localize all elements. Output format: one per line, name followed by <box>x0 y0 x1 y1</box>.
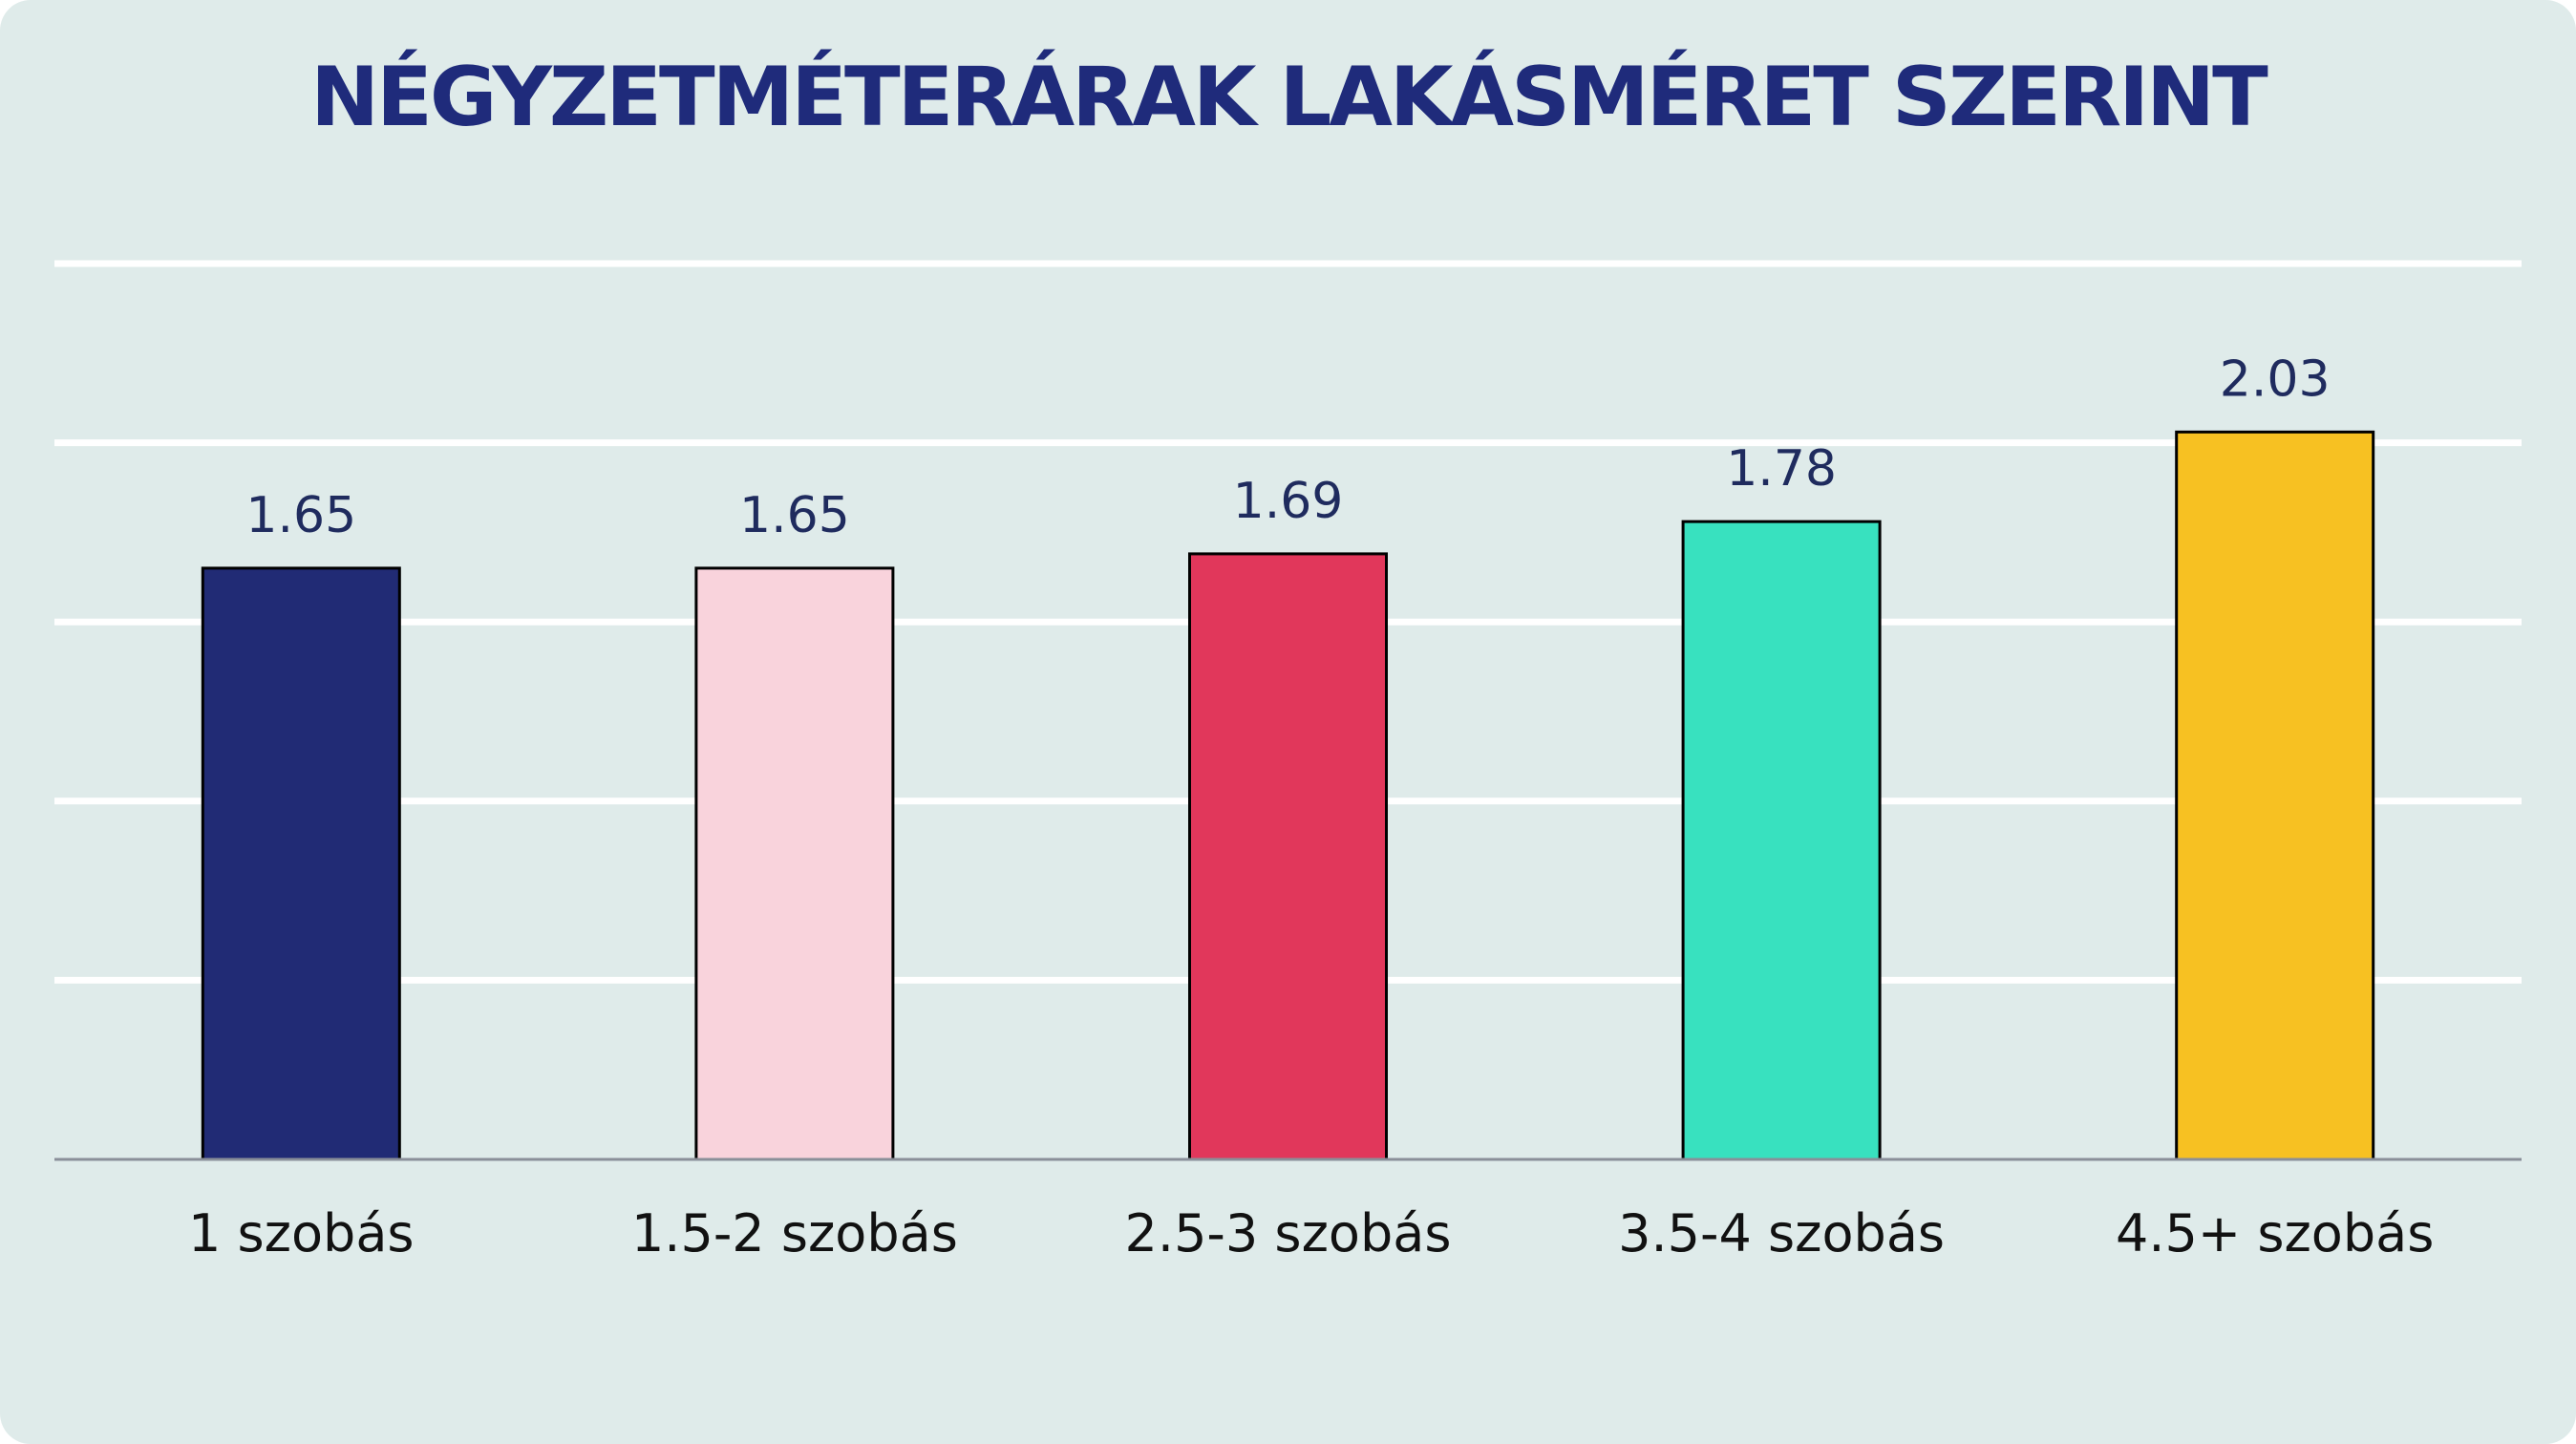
x-tick-label: 4.5+ szobás <box>2116 1203 2434 1264</box>
bars <box>201 430 2375 1161</box>
bar <box>1188 552 1388 1161</box>
bar <box>1681 520 1882 1161</box>
chart-title: NÉGYZETMÉTERÁRAK LAKÁSMÉRET SZERINT <box>310 50 2268 145</box>
data-label: 1.65 <box>739 487 850 544</box>
data-label: 2.03 <box>2220 350 2331 408</box>
data-label: 1.69 <box>1233 473 1344 530</box>
data-label: 1.65 <box>245 487 356 544</box>
data-label: 1.78 <box>1726 440 1837 498</box>
x-tick-label: 2.5-3 szobás <box>1125 1203 1452 1264</box>
x-axis-tick-labels: 1 szobás 1.5-2 szobás 2.5-3 szobás 3.5-4 sz… <box>188 1203 2434 1264</box>
value-labels: 1.65 1.65 1.69 1.78 2.03 <box>245 350 2330 544</box>
x-tick-label: 1.5-2 szobás <box>631 1203 958 1264</box>
x-tick-label: 3.5-4 szobás <box>1618 1203 1945 1264</box>
bar <box>694 566 895 1161</box>
bar <box>2175 430 2375 1161</box>
bar <box>201 566 401 1161</box>
x-tick-label: 1 szobás <box>188 1203 415 1264</box>
